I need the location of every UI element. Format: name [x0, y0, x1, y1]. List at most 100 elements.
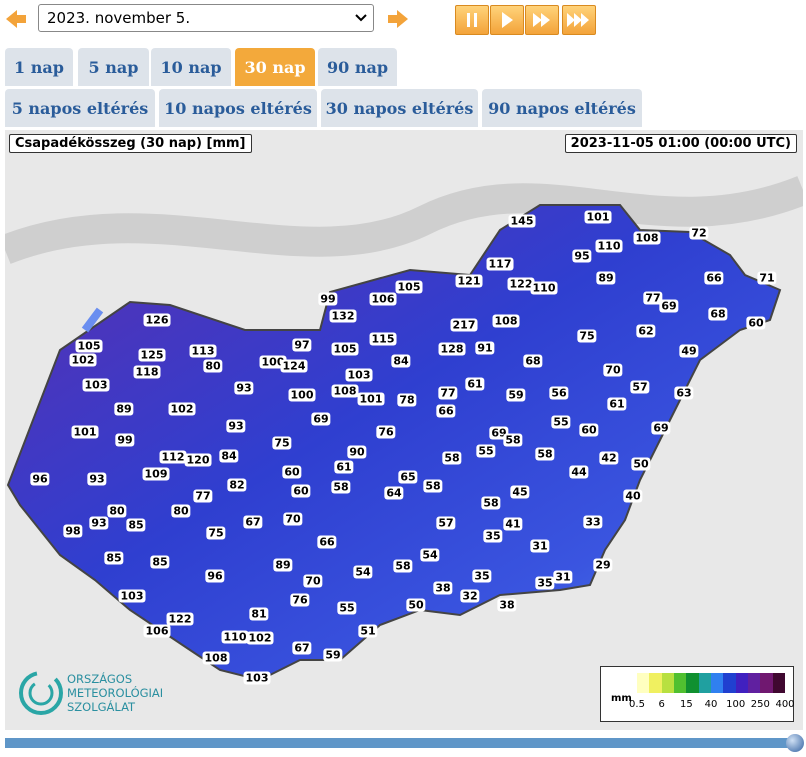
station-value: 77 [193, 489, 213, 503]
station-value: 106 [369, 292, 397, 306]
station-value: 108 [492, 314, 520, 328]
station-value: 128 [438, 342, 466, 356]
station-value: 80 [171, 504, 191, 518]
station-value: 58 [481, 496, 501, 510]
station-value: 102 [69, 353, 97, 367]
station-value: 58 [423, 479, 443, 493]
station-value: 98 [63, 524, 83, 538]
station-value: 60 [579, 423, 599, 437]
station-value: 85 [150, 555, 170, 569]
legend-swatch [686, 673, 699, 693]
station-value: 57 [630, 380, 650, 394]
station-value: 113 [189, 344, 217, 358]
station-value: 66 [317, 535, 337, 549]
legend-swatch [673, 673, 687, 693]
station-value: 58 [393, 559, 413, 573]
tab[interactable]: 5 nap [78, 48, 149, 86]
station-value: 217 [450, 318, 478, 332]
station-value: 70 [303, 574, 323, 588]
station-value: 117 [486, 257, 514, 271]
timeline-handle[interactable] [786, 734, 804, 752]
logo-line: SZOLGÁLAT [67, 700, 136, 714]
prev-arrow[interactable] [4, 8, 28, 30]
station-value: 89 [596, 271, 616, 285]
tab[interactable]: 1 nap [5, 48, 73, 86]
tab[interactable]: 90 nap [318, 48, 397, 86]
diff-tab[interactable]: 90 napos eltérés [482, 89, 642, 127]
legend-swatch [772, 673, 785, 693]
station-value: 132 [329, 309, 357, 323]
station-value: 69 [311, 412, 331, 426]
pause-button[interactable] [455, 5, 489, 35]
station-value: 96 [205, 569, 225, 583]
legend-tick: 400 [775, 699, 795, 710]
fastest-button[interactable] [562, 5, 596, 35]
station-value: 68 [523, 354, 543, 368]
station-value: 102 [168, 402, 196, 416]
legend-bar [637, 673, 785, 693]
legend-tick: 15 [679, 699, 693, 710]
timeline[interactable] [5, 738, 795, 748]
station-value: 60 [746, 316, 766, 330]
station-value: 58 [535, 447, 555, 461]
station-value: 122 [507, 277, 535, 291]
station-value: 35 [472, 569, 492, 583]
station-value: 105 [395, 280, 423, 294]
station-value: 80 [107, 504, 127, 518]
station-value: 110 [530, 281, 558, 295]
station-value: 68 [708, 307, 728, 321]
station-value: 78 [397, 393, 417, 407]
diff-tab[interactable]: 30 napos eltérés [321, 89, 478, 127]
tab[interactable]: 30 nap [235, 48, 315, 86]
legend-swatch [723, 673, 736, 693]
station-value: 55 [551, 415, 571, 429]
diff-tab[interactable]: 5 napos eltérés [5, 89, 155, 127]
legend-swatch [735, 673, 748, 693]
station-value: 85 [126, 518, 146, 532]
icon [502, 12, 513, 28]
tab[interactable]: 10 nap [151, 48, 231, 86]
date-select[interactable]: 2023. november 5. [38, 4, 374, 32]
station-value: 63 [674, 386, 694, 400]
station-value: 61 [607, 397, 627, 411]
diff-tab[interactable]: 10 napos eltérés [159, 89, 317, 127]
station-value: 109 [142, 467, 170, 481]
station-value: 105 [331, 342, 359, 356]
station-value: 31 [553, 570, 573, 584]
station-value: 89 [114, 402, 134, 416]
station-value: 100 [259, 355, 287, 369]
legend-tick: 250 [750, 699, 770, 710]
fast-button[interactable] [525, 5, 559, 35]
station-value: 51 [358, 624, 378, 638]
logo-line: METEOROLÓGIAI [67, 686, 164, 700]
station-value: 65 [398, 470, 418, 484]
station-value: 84 [391, 354, 411, 368]
station-value: 101 [584, 210, 612, 224]
station-value: 62 [636, 324, 656, 338]
station-value: 118 [133, 365, 161, 379]
station-value: 67 [243, 515, 263, 529]
station-value: 76 [290, 593, 310, 607]
next-arrow[interactable] [386, 8, 410, 30]
station-value: 77 [643, 291, 663, 305]
station-value: 58 [442, 451, 462, 465]
station-value: 60 [282, 465, 302, 479]
play-button[interactable] [490, 5, 524, 35]
legend-swatch [710, 673, 724, 693]
station-value: 103 [118, 589, 146, 603]
station-value: 57 [436, 516, 456, 530]
station-value: 84 [219, 449, 239, 463]
icon [567, 13, 589, 27]
station-value: 31 [530, 539, 550, 553]
station-value: 75 [577, 329, 597, 343]
station-value: 75 [272, 436, 292, 450]
station-value: 93 [89, 516, 109, 530]
station-value: 108 [331, 384, 359, 398]
map-background [5, 130, 803, 730]
station-value: 96 [30, 472, 50, 486]
station-value: 112 [159, 450, 187, 464]
station-value: 59 [506, 388, 526, 402]
station-value: 69 [651, 421, 671, 435]
station-value: 69 [659, 299, 679, 313]
